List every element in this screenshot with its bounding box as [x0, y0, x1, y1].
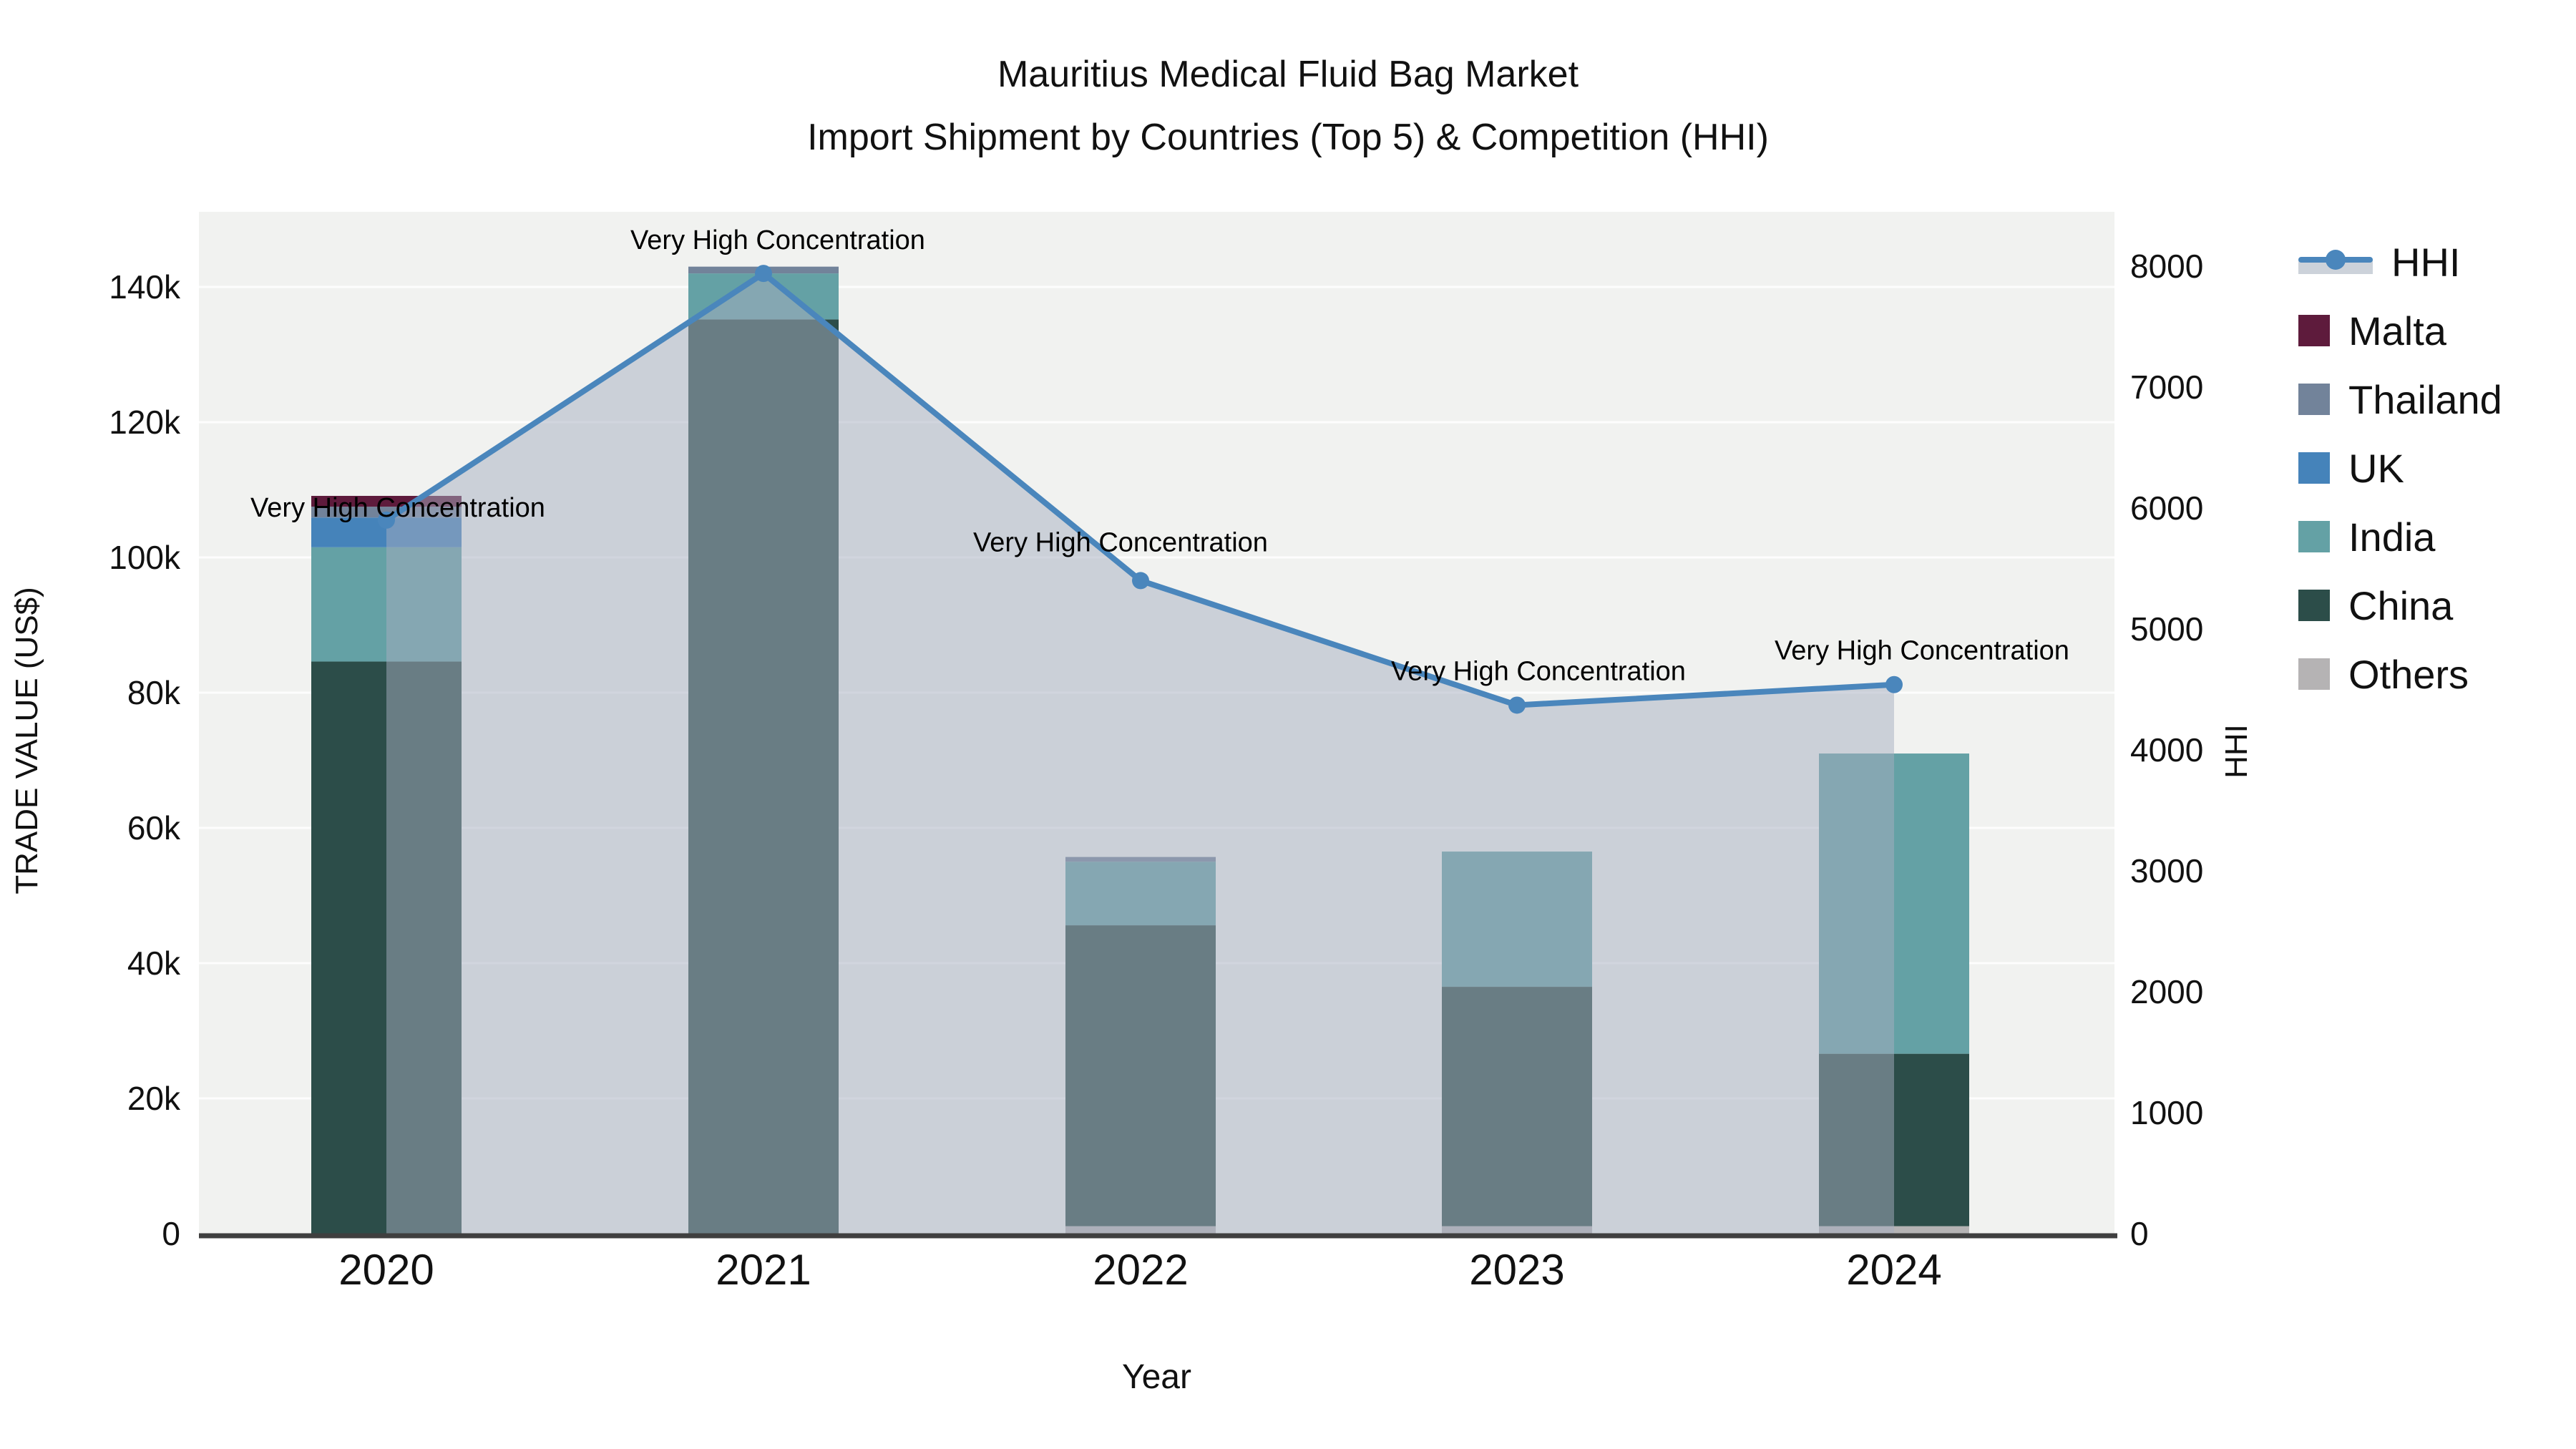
legend-item-india[interactable]: India: [2298, 502, 2570, 571]
annotation-2022: Very High Concentration: [973, 527, 1268, 557]
y-right-tick-6000: 6000: [2130, 489, 2203, 527]
y-right-axis-title: HHI: [2219, 724, 2254, 779]
legend-item-others[interactable]: Others: [2298, 640, 2570, 708]
y-left-axis-title: TRADE VALUE (US$): [9, 587, 44, 894]
y-right-tick-7000: 7000: [2130, 369, 2203, 406]
hhi-marker-2024: [1885, 675, 1903, 693]
x-tick-2021: 2021: [716, 1246, 811, 1294]
legend-label: HHI: [2391, 239, 2461, 285]
annotation-2024: Very High Concentration: [1775, 636, 2069, 666]
chart-title: Mauritius Medical Fluid Bag Market Impor…: [0, 56, 2576, 156]
legend-swatch-icon: [2298, 384, 2330, 415]
annotation-2023: Very High Concentration: [1391, 656, 1686, 686]
legend-line-swatch-icon: [2298, 245, 2373, 278]
hhi-marker-2023: [1508, 696, 1526, 714]
y-right-tick-2000: 2000: [2130, 973, 2203, 1010]
legend-label: China: [2348, 582, 2454, 628]
hhi-marker-2021: [755, 265, 772, 283]
legend-label: UK: [2348, 445, 2404, 491]
hhi-marker-2020: [378, 511, 395, 529]
chart-title-line2: Import Shipment by Countries (Top 5) & C…: [807, 117, 1769, 158]
y-left-tick-120k: 120k: [109, 404, 181, 441]
annotation-2021: Very High Concentration: [630, 225, 925, 255]
y-left-tick-0: 0: [162, 1215, 180, 1252]
y-right-tick-4000: 4000: [2130, 731, 2203, 769]
legend-item-malta[interactable]: Malta: [2298, 296, 2570, 365]
legend-label: India: [2348, 514, 2436, 560]
x-tick-2022: 2022: [1093, 1246, 1188, 1294]
legend-label: Others: [2348, 651, 2469, 697]
hhi-area-fill: [386, 273, 1894, 1234]
y-left-tick-20k: 20k: [127, 1080, 181, 1117]
y-left-tick-80k: 80k: [127, 674, 181, 711]
y-right-tick-5000: 5000: [2130, 610, 2203, 648]
legend-item-thailand[interactable]: Thailand: [2298, 365, 2570, 434]
x-tick-2024: 2024: [1846, 1246, 1941, 1294]
legend-swatch-icon: [2298, 315, 2330, 346]
x-tick-2020: 2020: [338, 1246, 434, 1294]
legend-item-uk[interactable]: UK: [2298, 434, 2570, 502]
legend-swatch-icon: [2298, 658, 2330, 690]
legend-item-hhi[interactable]: HHI: [2298, 228, 2570, 296]
legend-swatch-icon: [2298, 590, 2330, 621]
legend-label: Thailand: [2348, 376, 2502, 422]
legend-label: Malta: [2348, 308, 2446, 353]
y-right-tick-8000: 8000: [2130, 248, 2203, 285]
legend-swatch-icon: [2298, 521, 2330, 552]
annotation-2020: Very High Concentration: [250, 493, 545, 523]
y-left-tick-60k: 60k: [127, 809, 181, 847]
hhi-marker-2022: [1132, 572, 1149, 590]
y-left-tick-100k: 100k: [109, 539, 181, 576]
y-left-tick-140k: 140k: [109, 268, 181, 306]
legend: HHI Malta Thailand UK India China Others: [2298, 228, 2570, 708]
y-right-tick-0: 0: [2130, 1215, 2149, 1252]
y-right-tick-1000: 1000: [2130, 1094, 2203, 1131]
y-right-tick-3000: 3000: [2130, 852, 2203, 889]
legend-item-china[interactable]: China: [2298, 571, 2570, 640]
x-tick-2023: 2023: [1469, 1246, 1564, 1294]
legend-swatch-icon: [2298, 452, 2330, 484]
x-axis-title: Year: [1122, 1358, 1191, 1396]
y-left-tick-40k: 40k: [127, 945, 181, 982]
chart-title-line1: Mauritius Medical Fluid Bag Market: [997, 54, 1579, 95]
